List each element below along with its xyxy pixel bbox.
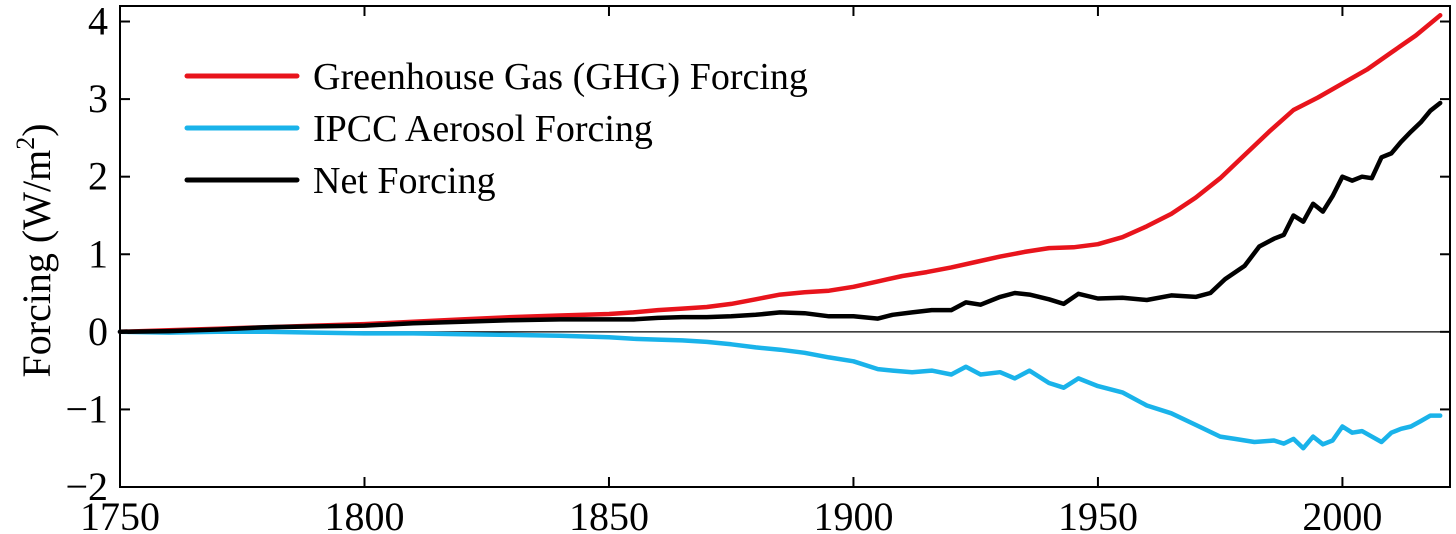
y-tick-label: −2: [65, 464, 108, 509]
y-tick-label: −1: [65, 386, 108, 431]
x-tick-label: 1850: [569, 494, 649, 534]
y-tick-label: 3: [88, 76, 108, 121]
ticks-layer: 1750 1800 1850 1900 1950 2000 −2 −1 0 1 2 3 4: [65, 0, 1450, 534]
legend-label-3: Net Forcing: [313, 160, 496, 202]
y-tick-label: 4: [88, 0, 108, 44]
legend-label-1: Greenhouse Gas (GHG) Forcing: [313, 56, 808, 98]
y-tick-label: 0: [88, 309, 108, 354]
series-line-1: [117, 13, 1443, 335]
y-axis-label: Forcing (W/m2): [11, 123, 59, 377]
legend-label-2: IPCC Aerosol Forcing: [313, 108, 653, 150]
series-line-2: [117, 329, 1443, 451]
plot-border: [119, 5, 1451, 488]
y-axis-label-close: ): [14, 123, 59, 136]
series-layer: [117, 13, 1443, 451]
x-tick-label: 1900: [813, 494, 893, 534]
x-tick-label: 1750: [80, 494, 160, 534]
legend: Greenhouse Gas (GHG) Forcing IPCC Aerosol…: [184, 56, 808, 202]
y-tick-label: 1: [88, 231, 108, 276]
y-axis-label-main: Forcing (W/m: [14, 150, 59, 378]
y-tick-label: 2: [88, 154, 108, 199]
x-tick-label: 1950: [1058, 494, 1138, 534]
series-line-3: [117, 100, 1443, 335]
x-tick-label: 1800: [324, 494, 404, 534]
x-tick-label: 2000: [1302, 494, 1382, 534]
y-axis-label-superscript: 2: [11, 137, 40, 150]
